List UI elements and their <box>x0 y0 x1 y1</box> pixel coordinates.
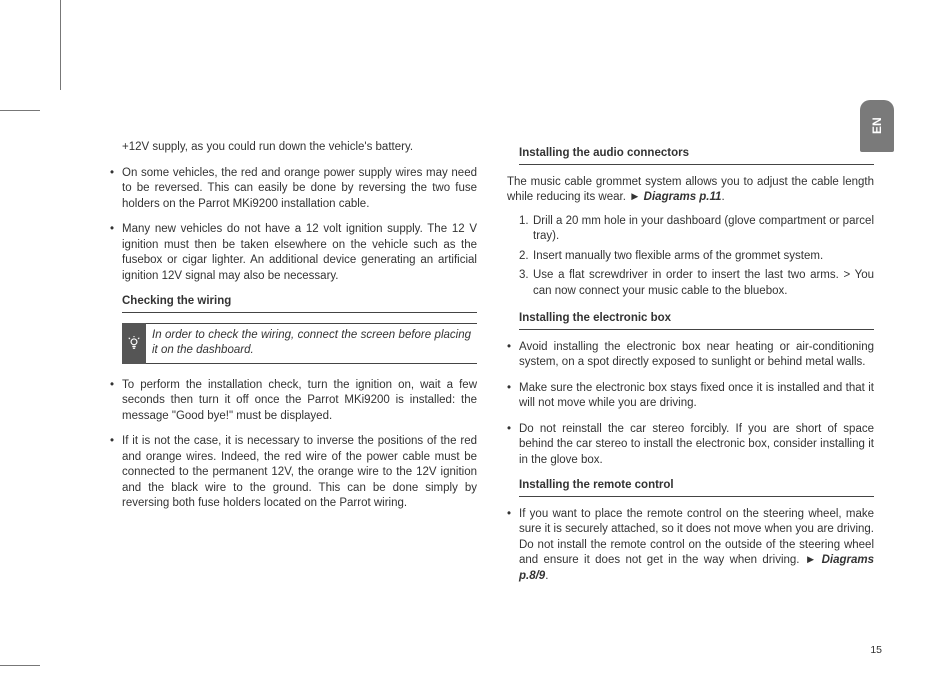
step-number: 1. <box>519 214 529 230</box>
list-item: Do not reinstall the car stereo forcibly… <box>507 422 874 469</box>
step-text: Use a flat screwdriver in order to inser… <box>533 269 874 297</box>
section-heading-audio: Installing the audio connectors <box>519 146 874 165</box>
list-item: 2. Insert manually two flexible arms of t… <box>519 249 874 265</box>
list-item: Make sure the electronic box stays fixed… <box>507 381 874 412</box>
step-text: Insert manually two flexible arms of the… <box>533 250 823 262</box>
page-number: 15 <box>870 644 882 656</box>
manual-page: EN +12V supply, as you could run down th… <box>0 0 944 696</box>
step-number: 2. <box>519 249 529 265</box>
section-heading-remote: Installing the remote control <box>519 478 874 497</box>
lightbulb-icon <box>122 323 146 364</box>
left-column: +12V supply, as you could run down the v… <box>110 140 477 594</box>
diagram-reference: Diagrams p.11 <box>644 191 722 203</box>
step-text: Drill a 20 mm hole in your dashboard (gl… <box>533 215 874 243</box>
step-number: 3. <box>519 268 529 284</box>
callout-box: In order to check the wiring, connect th… <box>122 323 477 364</box>
list-item: 3.Use a flat screwdriver in order to ins… <box>519 268 874 299</box>
list-item: On some vehicles, the red and orange pow… <box>110 166 477 213</box>
text: . <box>721 191 724 203</box>
bullet-list: To perform the installation check, turn … <box>110 378 477 512</box>
bullet-list: Avoid installing the electronic box near… <box>507 340 874 469</box>
bullet-list: If you want to place the remote control … <box>507 507 874 585</box>
language-tab: EN <box>860 100 894 152</box>
bullet-list: On some vehicles, the red and orange pow… <box>110 166 477 285</box>
paragraph-continuation: +12V supply, as you could run down the v… <box>110 140 477 156</box>
crop-mark <box>60 0 61 90</box>
list-item: Avoid installing the electronic box near… <box>507 340 874 371</box>
list-item: To perform the installation check, turn … <box>110 378 477 425</box>
text: . <box>545 570 548 582</box>
content-columns: +12V supply, as you could run down the v… <box>110 140 874 594</box>
list-item: If it is not the case, it is necessary t… <box>110 434 477 512</box>
right-column: Installing the audio connectors The musi… <box>507 140 874 594</box>
section-heading-box: Installing the electronic box <box>519 311 874 330</box>
audio-intro: The music cable grommet system allows yo… <box>507 175 874 206</box>
crop-mark <box>0 110 40 111</box>
section-heading-wiring: Checking the wiring <box>122 294 477 313</box>
crop-mark <box>0 665 40 666</box>
list-item: If you want to place the remote control … <box>507 507 874 585</box>
list-item: Many new vehicles do not have a 12 volt … <box>110 222 477 284</box>
list-item: 1.Drill a 20 mm hole in your dashboard (… <box>519 214 874 245</box>
numbered-list: 1.Drill a 20 mm hole in your dashboard (… <box>507 214 874 300</box>
callout-text: In order to check the wiring, connect th… <box>146 323 477 364</box>
